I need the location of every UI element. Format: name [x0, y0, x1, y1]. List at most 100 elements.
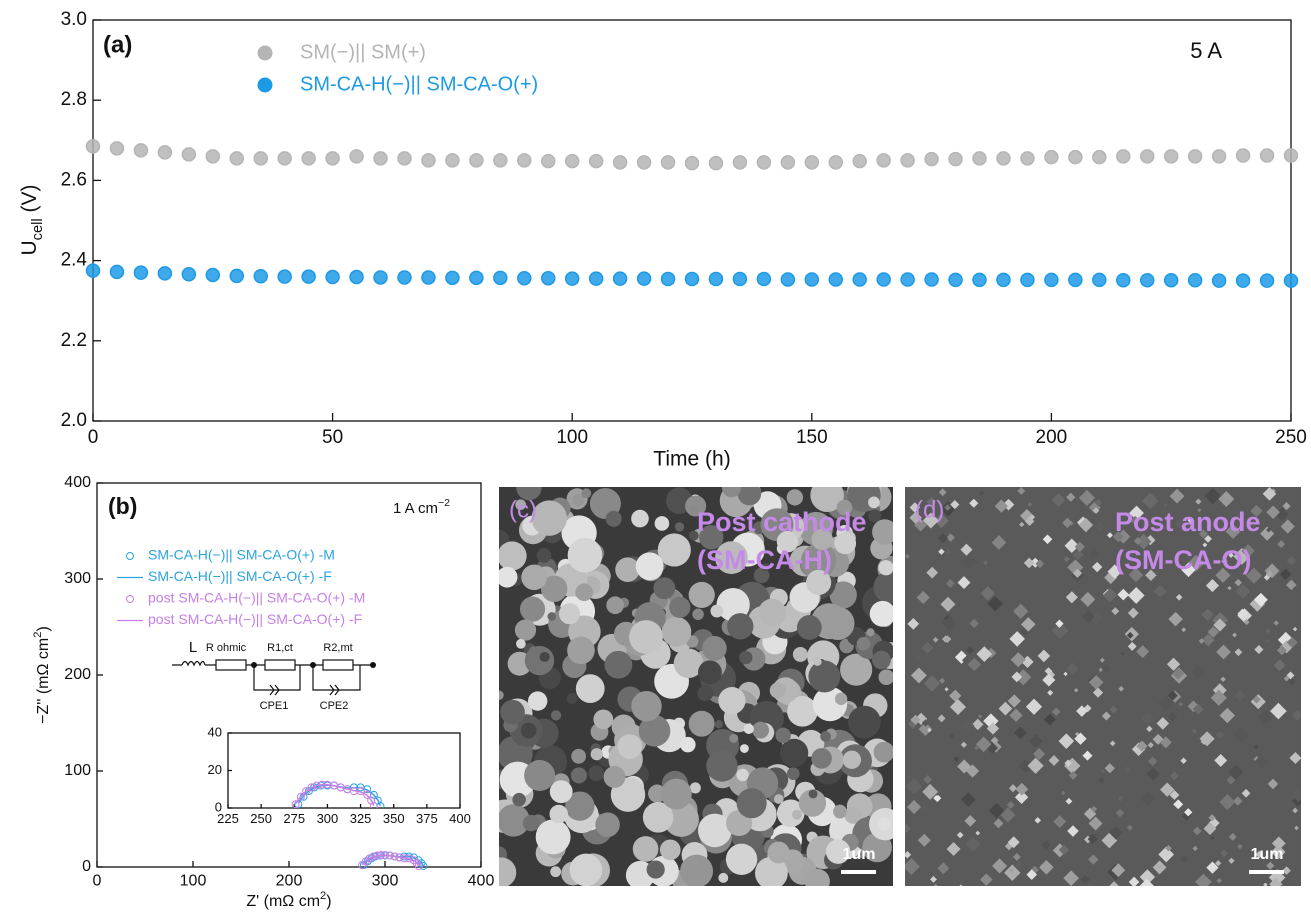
crystal — [949, 698, 967, 716]
grain — [878, 560, 893, 576]
grain — [604, 650, 633, 679]
data-point — [1283, 148, 1299, 163]
data-point — [1116, 272, 1131, 288]
crystal — [1288, 678, 1296, 686]
crystal — [1109, 740, 1116, 747]
grain — [825, 839, 851, 864]
data-point — [708, 155, 724, 171]
y-axis-title-part: −Z'' (mΩ cm — [35, 638, 52, 724]
crystal — [1286, 636, 1298, 648]
crystal — [905, 553, 911, 559]
data-point — [828, 272, 844, 287]
grain — [714, 719, 723, 729]
crystal — [1147, 741, 1154, 749]
crystal — [1014, 726, 1027, 740]
data-point — [469, 153, 484, 168]
series — [291, 780, 378, 808]
legend-marker — [126, 595, 134, 603]
grain — [499, 804, 530, 837]
grain — [776, 799, 805, 828]
crystal — [1165, 844, 1172, 852]
grain — [657, 533, 691, 567]
crystal — [1204, 535, 1212, 543]
crystal — [918, 804, 930, 816]
data-point — [419, 862, 428, 871]
grain — [539, 651, 550, 662]
crystal — [1237, 608, 1248, 619]
crystal — [940, 596, 956, 612]
grain — [743, 723, 754, 735]
grain — [753, 567, 770, 584]
y-axis-title-part: cell — [30, 218, 46, 240]
grain — [590, 748, 603, 761]
series — [295, 784, 375, 806]
x-tick-label: 300 — [372, 873, 399, 890]
data-point — [732, 155, 748, 170]
data-point — [948, 272, 963, 288]
crystal — [1214, 754, 1228, 767]
grain — [722, 487, 742, 498]
crystal — [1089, 548, 1099, 559]
crystal — [948, 733, 955, 739]
grain — [653, 577, 676, 600]
grain — [840, 653, 873, 686]
y-axis-title-part: (V) — [18, 184, 41, 218]
grain — [776, 530, 799, 553]
data-point — [397, 151, 412, 166]
grain — [646, 860, 665, 879]
grain — [549, 804, 568, 824]
y-tick-label: 2.8 — [61, 89, 87, 110]
y-tick-label: 300 — [64, 570, 91, 587]
crystal — [1076, 705, 1088, 717]
crystal — [1294, 825, 1299, 831]
crystal — [907, 618, 920, 630]
grain — [500, 699, 525, 725]
data-point — [414, 862, 423, 871]
data-point — [1283, 273, 1299, 288]
micrograph — [499, 487, 893, 886]
y-tick-label: 100 — [64, 762, 91, 779]
grain — [689, 782, 701, 794]
crystal — [1140, 791, 1155, 806]
data-point — [540, 153, 556, 169]
data-point — [1259, 148, 1275, 163]
grain — [524, 759, 556, 791]
crystal — [1221, 517, 1229, 525]
crystal — [1099, 657, 1105, 663]
grain — [516, 487, 542, 501]
grain — [779, 738, 809, 768]
data-point — [1235, 148, 1251, 163]
crystal — [969, 618, 980, 629]
crystal — [1283, 675, 1290, 682]
legend-label: SM-CA-H(−)|| SM-CA-O(+) -F — [148, 568, 332, 584]
grain — [603, 765, 626, 788]
inset-bg — [228, 733, 460, 808]
crystal — [1065, 591, 1078, 604]
crystal — [992, 858, 1008, 874]
crystal — [1163, 502, 1169, 508]
crystal — [1019, 521, 1025, 528]
grain — [638, 715, 671, 747]
crystal — [1286, 671, 1295, 680]
data-point — [85, 263, 101, 278]
crystal — [1064, 759, 1072, 767]
y-axis-title: Ucell (V) — [18, 184, 46, 255]
grain — [761, 563, 770, 572]
crystal — [961, 719, 975, 733]
crystal — [1127, 587, 1145, 604]
grain — [773, 794, 784, 804]
grain — [739, 744, 749, 753]
crystal — [1063, 556, 1070, 563]
crystal — [922, 512, 939, 529]
grain — [571, 748, 587, 764]
grain — [567, 636, 595, 665]
data-point — [133, 265, 149, 280]
data-point — [1020, 272, 1035, 288]
data-point — [301, 269, 316, 284]
grain — [642, 801, 674, 833]
crystal — [966, 646, 974, 655]
series — [85, 263, 1299, 288]
grain — [635, 552, 664, 581]
grain — [499, 566, 518, 588]
